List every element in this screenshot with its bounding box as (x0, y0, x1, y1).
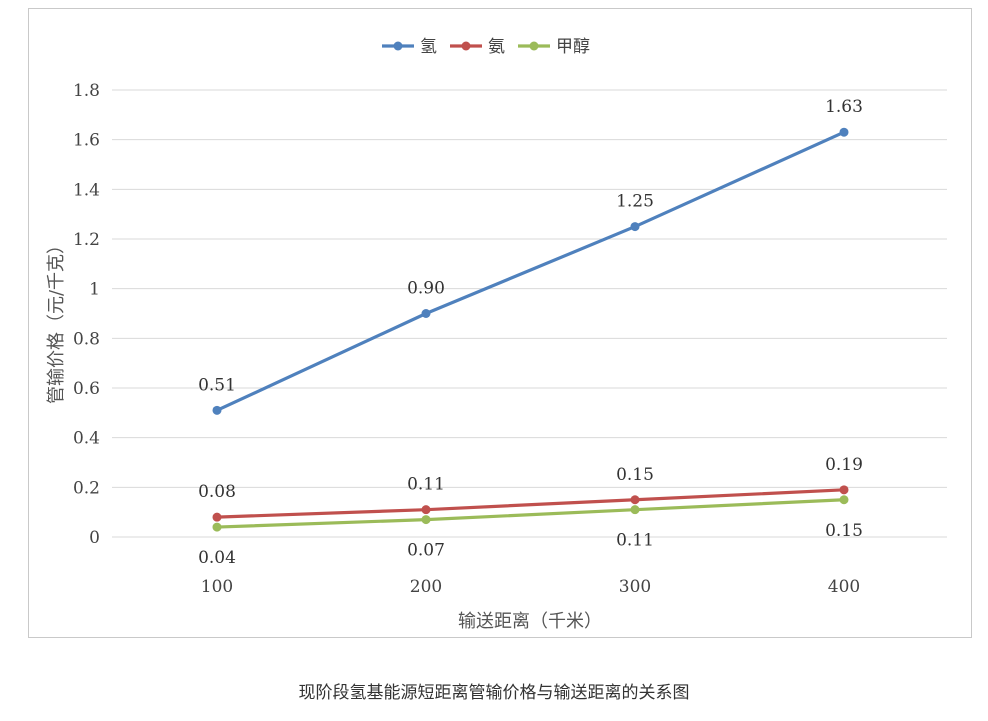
data-point (212, 405, 222, 415)
data-label: 0.15 (616, 465, 654, 485)
data-label: 1.25 (616, 192, 654, 212)
data-label: 0.19 (825, 455, 863, 475)
y-tick-label: 1.2 (73, 230, 100, 250)
data-label: 0.08 (198, 482, 236, 502)
series-line (215, 498, 846, 529)
data-point (212, 522, 222, 532)
y-tick-label: 0 (89, 528, 100, 548)
y-tick-label: 0.2 (73, 478, 100, 498)
series-line (215, 488, 846, 519)
y-tick-label: 0.6 (73, 379, 100, 399)
x-tick-label: 400 (828, 577, 860, 597)
data-label: 0.90 (407, 279, 445, 299)
data-point (630, 495, 640, 505)
y-tick-label: 0.8 (73, 329, 100, 349)
y-tick-label: 1.4 (73, 180, 100, 200)
legend-label: 甲醇 (556, 37, 590, 57)
legend-marker (393, 41, 403, 51)
y-tick-label: 1 (89, 280, 100, 300)
legend-label: 氨 (488, 37, 505, 57)
figure-caption: 现阶段氢基能源短距离管输价格与输送距离的关系图 (298, 683, 690, 703)
data-label: 0.11 (407, 475, 445, 495)
legend-marker (461, 41, 471, 51)
x-tick-label: 300 (619, 577, 651, 597)
data-point (839, 127, 849, 137)
line-chart: 0 0.2 0.4 0.6 0.8 1 1.2 1.4 1.6 1.8 100 200 300 400 输送… (46, 37, 947, 632)
x-axis-label: 输送距离（千米） (458, 611, 602, 632)
data-point (212, 512, 222, 522)
data-label: 0.15 (825, 521, 863, 541)
data-point (839, 495, 849, 505)
chart-frame (28, 8, 972, 638)
x-tick-label: 200 (410, 577, 442, 597)
series-line (215, 130, 846, 412)
data-point (421, 515, 431, 525)
legend-marker (529, 41, 539, 51)
x-tick-label: 100 (201, 577, 233, 597)
data-point (839, 485, 849, 495)
data-point (421, 309, 431, 318)
data-point (630, 222, 640, 232)
data-label: 1.63 (825, 97, 863, 117)
y-tick-label: 1.8 (73, 81, 100, 101)
data-point (421, 505, 431, 515)
data-label: 0.51 (198, 375, 236, 395)
data-point (630, 505, 640, 515)
y-tick-label: 0.4 (73, 429, 100, 449)
data-label: 0.07 (407, 541, 445, 561)
legend-label: 氢 (420, 37, 437, 57)
y-tick-label: 1.6 (73, 131, 100, 151)
data-label: 0.11 (616, 531, 654, 551)
data-label: 0.04 (198, 548, 236, 568)
y-axis-label: 管输价格（元/千克） (46, 236, 67, 404)
